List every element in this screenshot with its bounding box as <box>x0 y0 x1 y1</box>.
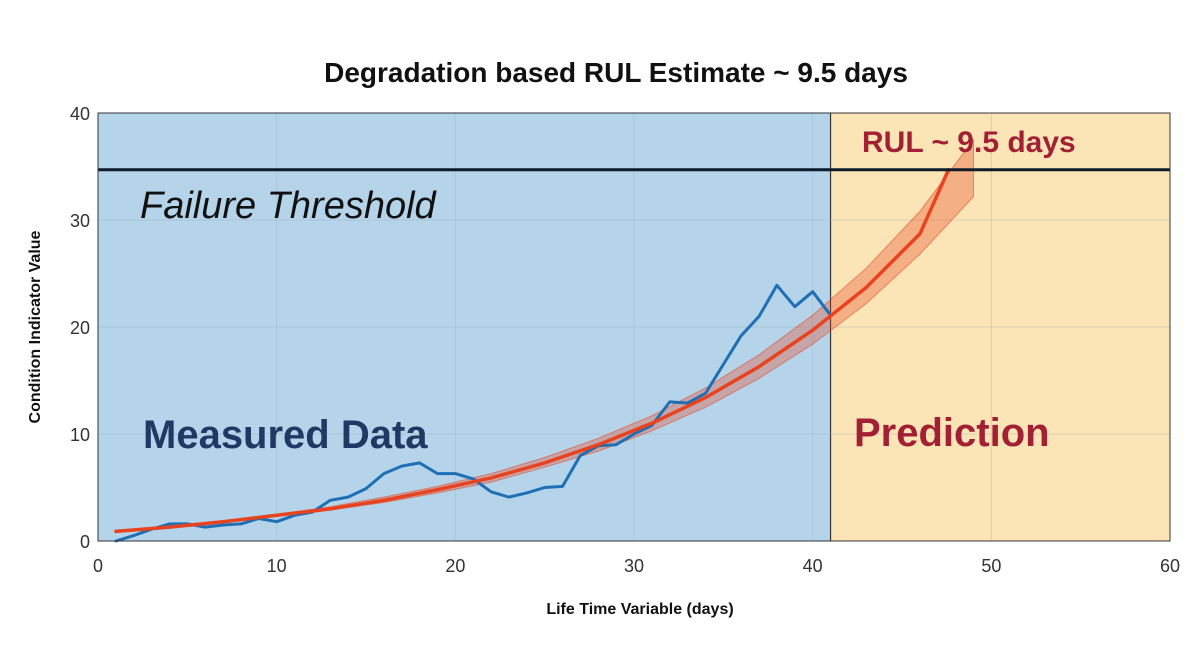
x-axis-label: Life Time Variable (days) <box>546 601 733 618</box>
y-tick-label-2: 20 <box>70 318 90 338</box>
x-tick-label-5: 50 <box>981 556 1001 576</box>
x-tick-label-4: 40 <box>803 556 823 576</box>
failure-threshold-label: Failure Threshold <box>140 185 438 227</box>
region-0 <box>98 113 831 541</box>
x-tick-label-2: 20 <box>445 556 465 576</box>
plot-frame <box>97 112 1171 542</box>
background-regions <box>98 113 1170 541</box>
x-tick-label-6: 60 <box>1160 556 1180 576</box>
region-1 <box>830 113 1170 541</box>
series-line-fit <box>114 167 951 534</box>
prediction-label: Prediction <box>854 411 1050 455</box>
x-tick-label-0: 0 <box>93 556 103 576</box>
series-lines <box>114 167 951 543</box>
x-tick-label-3: 30 <box>624 556 644 576</box>
measured-data-label: Measured Data <box>143 413 428 457</box>
axis-ticks: 0 10 20 30 40 50 60 0 10 20 30 40 <box>70 104 1180 576</box>
y-tick-label-3: 30 <box>70 211 90 231</box>
y-axis-label: Condition Indicator Value <box>27 230 44 423</box>
y-tick-label-1: 10 <box>70 425 90 445</box>
y-tick-label-4: 40 <box>70 104 90 124</box>
chart-title: Degradation based RUL Estimate ~ 9.5 day… <box>324 57 908 88</box>
x-tick-label-1: 10 <box>267 556 287 576</box>
series-line-measured <box>114 283 832 543</box>
rul-annotation-label: RUL ~ 9.5 days <box>862 126 1076 159</box>
y-tick-label-0: 0 <box>80 532 90 552</box>
